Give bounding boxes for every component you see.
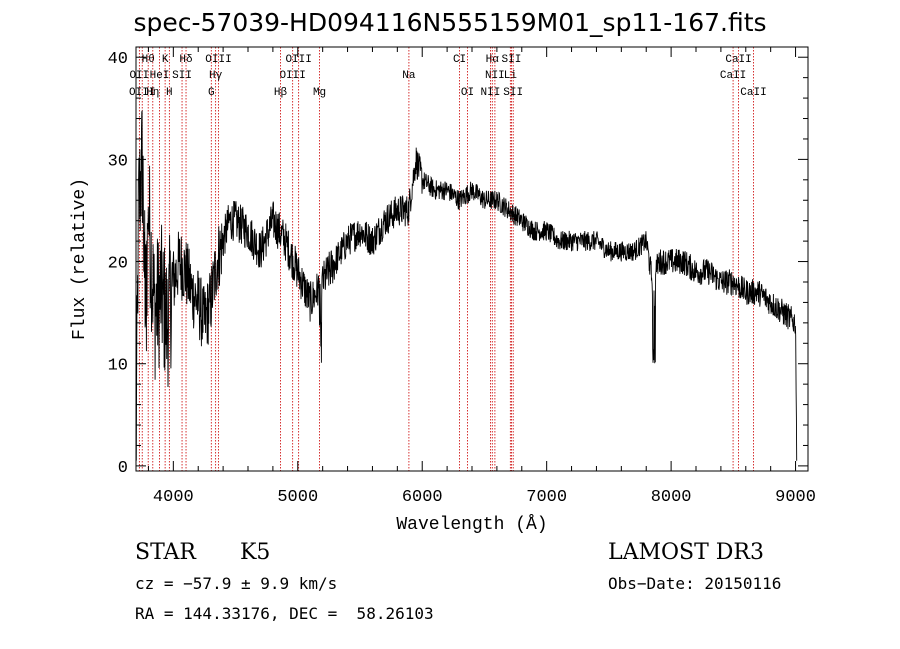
line-marker-label: NII — [485, 70, 505, 82]
line-marker-label: OII — [129, 70, 149, 82]
y-axis-label: Flux (relative) — [70, 178, 90, 340]
line-marker-label: Hη — [146, 87, 159, 99]
line-marker-label: OIII — [285, 54, 311, 66]
y-tick-label: 10 — [108, 357, 128, 376]
spectrum-series — [135, 109, 798, 461]
line-marker-label: Hγ — [209, 70, 223, 82]
y-tick-label: 30 — [108, 152, 128, 171]
line-marker-label: SII — [172, 70, 192, 82]
subclass-label: K5 — [240, 540, 271, 565]
class-label: STAR — [135, 540, 196, 565]
y-tick-label: 20 — [108, 255, 128, 274]
line-marker-label: OIII — [279, 70, 305, 82]
x-tick-label: 9000 — [775, 488, 816, 507]
line-marker-label: Mg — [313, 87, 326, 99]
line-marker-label: Li — [504, 70, 518, 82]
line-marker-label: OI — [461, 87, 474, 99]
line-marker-label: CaII — [740, 87, 766, 99]
line-marker-label: K — [162, 54, 169, 66]
x-tick-label: 8000 — [651, 488, 692, 507]
line-marker-label: CI — [453, 54, 466, 66]
y-tick-label: 40 — [108, 50, 128, 69]
x-axis-label: Wavelength (Å) — [396, 514, 547, 535]
line-marker-label: HeI — [150, 70, 170, 82]
survey-label: LAMOST DR3 — [608, 540, 764, 565]
y-tick-label: 0 — [118, 459, 128, 478]
line-marker-label: H — [166, 87, 173, 99]
obs-date-label: Obs−Date: 20150116 — [608, 574, 782, 593]
x-tick-label: 5000 — [277, 488, 318, 507]
line-marker-label: Hα — [486, 54, 500, 66]
plot-frame — [135, 46, 809, 472]
line-marker-label: SII — [503, 87, 523, 99]
x-tick-label: 7000 — [526, 488, 567, 507]
line-marker-label: G — [208, 87, 215, 99]
line-marker-label: Hδ — [179, 54, 192, 66]
chart-title: spec-57039-HD094116N555159M01_sp11-167.f… — [133, 8, 767, 37]
radec-label: RA = 144.33176, DEC = 58.26103 — [135, 604, 434, 623]
line-marker-label: OIII — [205, 54, 231, 66]
line-marker-label: Hβ — [274, 87, 288, 99]
line-marker-label: Na — [402, 70, 416, 82]
line-marker-label: SII — [502, 54, 522, 66]
line-marker-label: CaII — [725, 54, 751, 66]
x-tick-label: 4000 — [153, 488, 194, 507]
x-tick-label: 6000 — [402, 488, 443, 507]
line-marker-label: NII — [481, 87, 501, 99]
line-marker-label: CaII — [720, 70, 746, 82]
cz-label: cz = −57.9 ± 9.9 km/s — [135, 574, 338, 593]
